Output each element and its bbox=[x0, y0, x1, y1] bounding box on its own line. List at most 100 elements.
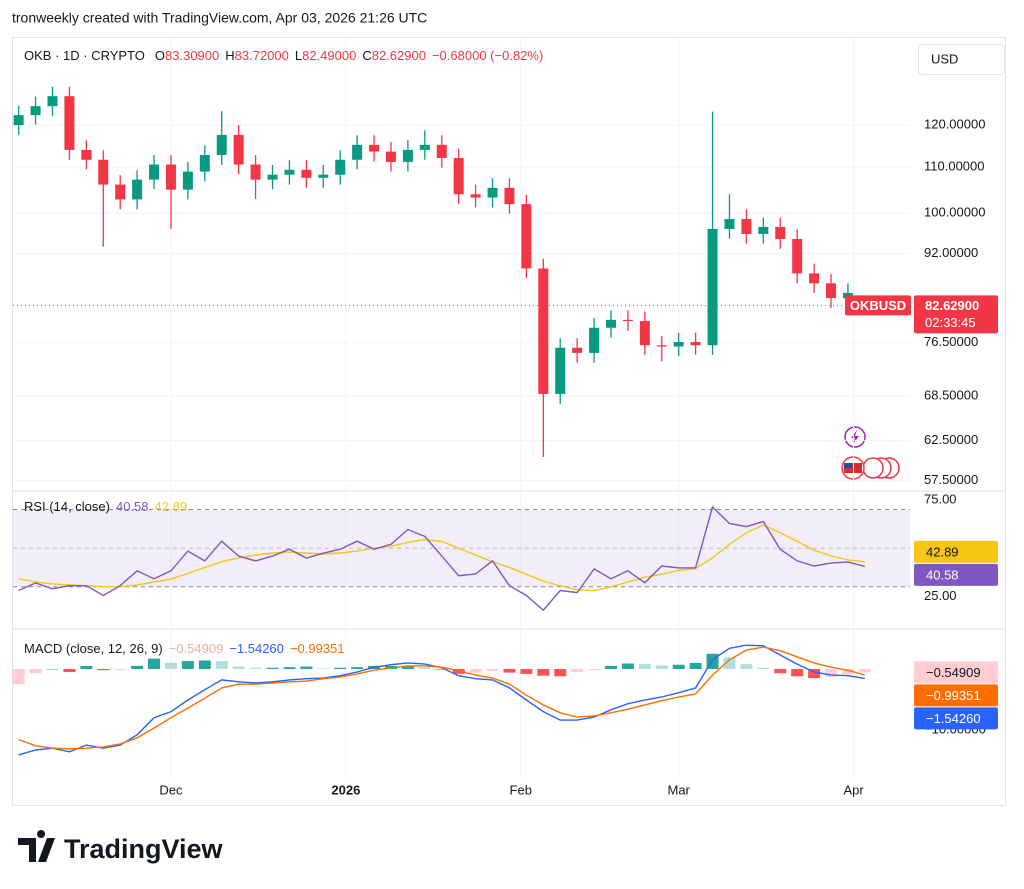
candle-body bbox=[521, 204, 532, 269]
y-tick-label: 75.00 bbox=[924, 491, 957, 506]
ohlc-value: 82.62900 bbox=[372, 48, 426, 63]
candle-body bbox=[250, 164, 261, 180]
x-tick-label: 2026 bbox=[331, 782, 360, 797]
candle-body bbox=[402, 149, 413, 162]
value-badge-label: −0.99351 bbox=[926, 688, 981, 703]
ohlc-key: L bbox=[295, 48, 302, 63]
ohlc-key: H bbox=[225, 48, 234, 63]
histogram-bar bbox=[740, 664, 753, 669]
ohlc-key: O bbox=[155, 48, 165, 63]
y-tick-label: 62.50000 bbox=[924, 432, 978, 447]
flag-canton bbox=[844, 463, 852, 468]
histogram-bar bbox=[841, 668, 854, 675]
histogram-bar bbox=[469, 668, 482, 673]
y-tick-label: 76.50000 bbox=[924, 334, 978, 349]
candle-body bbox=[30, 106, 41, 116]
histogram-bar bbox=[80, 665, 93, 669]
histogram-bar bbox=[46, 668, 59, 670]
x-tick-label: Dec bbox=[159, 782, 183, 797]
candle-body bbox=[707, 228, 718, 346]
currency-button[interactable] bbox=[918, 44, 1005, 75]
candle-body bbox=[419, 144, 430, 150]
candle-body bbox=[199, 155, 210, 172]
candle-body bbox=[673, 342, 684, 347]
histogram-bar bbox=[63, 668, 76, 673]
candle-body bbox=[453, 158, 464, 195]
macd-line bbox=[18, 646, 866, 750]
histogram-bar bbox=[232, 666, 245, 669]
histogram-bar bbox=[351, 667, 364, 669]
candle-body bbox=[233, 134, 244, 165]
candle-body bbox=[47, 96, 58, 107]
histogram-bar bbox=[249, 667, 262, 669]
y-tick-label: 92.00000 bbox=[924, 245, 978, 260]
x-tick-label: Feb bbox=[510, 782, 532, 797]
candle-body bbox=[622, 319, 633, 322]
legend: RSI (14, close) 40.58 42.89 bbox=[24, 499, 187, 514]
histogram-bar bbox=[486, 668, 499, 671]
candle-body bbox=[775, 226, 786, 240]
histogram-bar bbox=[148, 658, 161, 669]
histogram-bar bbox=[503, 668, 516, 673]
histogram-bar bbox=[334, 667, 347, 669]
price-badge bbox=[914, 295, 998, 334]
histogram-bar bbox=[164, 662, 177, 669]
histogram-bar bbox=[181, 661, 194, 669]
histogram-bar bbox=[791, 668, 804, 677]
indicator-title: RSI (14, close) bbox=[24, 499, 110, 514]
histogram-bar bbox=[825, 668, 838, 677]
legend-value: −0.99351 bbox=[290, 641, 345, 656]
histogram-bar bbox=[672, 664, 685, 669]
histogram-bar bbox=[114, 668, 127, 671]
candle-body bbox=[216, 134, 227, 156]
histogram-bar bbox=[621, 663, 634, 669]
candle-body bbox=[741, 219, 752, 234]
value-badge bbox=[914, 707, 998, 730]
change: −0.68000 (−0.82%) bbox=[432, 48, 543, 63]
candle-body bbox=[385, 151, 396, 162]
header-text: tronweekly created with TradingView.com,… bbox=[12, 10, 427, 26]
histogram-bar bbox=[131, 665, 144, 669]
candle-body bbox=[572, 347, 583, 353]
candle-body bbox=[656, 345, 667, 347]
chart-frame bbox=[12, 37, 1006, 806]
lightning-glyph bbox=[851, 430, 859, 444]
candle-body bbox=[470, 194, 481, 198]
candle-body bbox=[758, 226, 769, 234]
histogram-bar bbox=[300, 666, 313, 669]
candle-body bbox=[436, 144, 447, 159]
histogram-bar bbox=[655, 665, 668, 669]
histogram-bar bbox=[723, 657, 736, 669]
histogram-bar bbox=[774, 668, 787, 674]
candle-body bbox=[690, 342, 701, 346]
legend-value: 42.89 bbox=[155, 499, 188, 514]
histogram-bar bbox=[97, 668, 110, 671]
histogram-bar bbox=[808, 668, 821, 679]
candle-body bbox=[792, 239, 803, 274]
value-badge-label: 42.89 bbox=[926, 544, 959, 559]
legend-value: −1.54260 bbox=[229, 641, 284, 656]
histogram-bar bbox=[266, 667, 279, 669]
price-badge-label: 82.62900 bbox=[925, 298, 979, 313]
candle-body bbox=[487, 187, 498, 198]
ohlc-value: 83.72000 bbox=[235, 48, 289, 63]
candle-body bbox=[165, 164, 176, 190]
symbol-badge bbox=[845, 295, 911, 316]
x-tick-label: Mar bbox=[668, 782, 691, 797]
candle-body bbox=[335, 159, 346, 175]
flag-icon[interactable] bbox=[862, 457, 884, 479]
ohlc-value: 82.49000 bbox=[302, 48, 356, 63]
logo-mark bbox=[18, 830, 55, 862]
symbol-title: OKB · 1D · CRYPTO bbox=[24, 48, 145, 63]
indicator-title: MACD (close, 12, 26, 9) bbox=[24, 641, 163, 656]
candle-body bbox=[555, 347, 566, 394]
rsi-line bbox=[18, 524, 865, 592]
histogram-bar bbox=[215, 661, 228, 669]
candle-body bbox=[13, 115, 24, 126]
value-badge bbox=[914, 684, 998, 707]
y-tick-label: 100.00000 bbox=[924, 205, 985, 220]
currency-label[interactable]: USD bbox=[931, 51, 958, 66]
value-badge bbox=[914, 661, 998, 684]
logo: TradingView bbox=[18, 830, 224, 864]
